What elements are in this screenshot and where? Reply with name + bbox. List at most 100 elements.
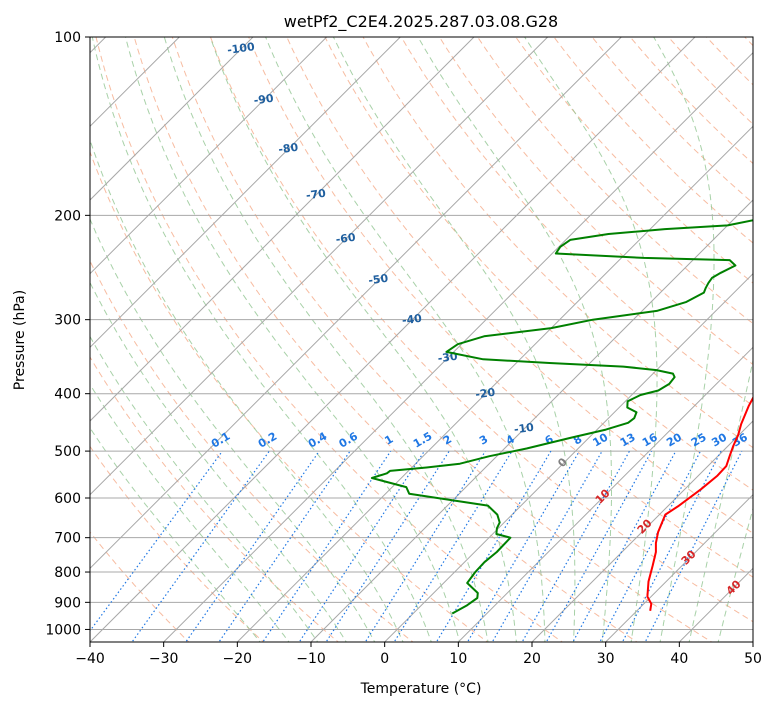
x-axis-label: Temperature (°C) — [360, 681, 482, 697]
y-tick-label: 600 — [54, 491, 81, 507]
dry-adiabat-line — [591, 37, 753, 204]
y-tick-label: 800 — [54, 565, 81, 581]
x-tick-label: 40 — [670, 651, 688, 667]
isotherm-label: -10 — [513, 421, 535, 437]
x-tick-label: −20 — [223, 651, 253, 667]
x-tick-label: 30 — [597, 651, 615, 667]
mixing-ratio-lines — [90, 450, 743, 642]
mixing-ratio-line — [185, 450, 320, 642]
isotherm-line — [163, 51, 753, 642]
moist-adiabats — [90, 37, 753, 642]
mixing-ratio-line — [218, 450, 351, 642]
chart-title: wetPf2_C2E4.2025.287.03.08.G28 — [284, 12, 558, 32]
moist-adiabat-label: 30 — [679, 547, 699, 567]
moist-adiabat-line — [688, 358, 753, 642]
mixing-ratio-line — [644, 450, 743, 642]
mixing-ratio-line — [599, 450, 702, 642]
y-axis: 100 200 300 400 500 600 700 800 900 1000 — [45, 30, 90, 638]
plot-frame — [89, 36, 754, 643]
dry-adiabat-line — [324, 37, 753, 491]
y-tick-label: 100 — [54, 30, 81, 46]
moist-adiabat-line — [163, 37, 489, 642]
mixing-ratio-line — [545, 450, 653, 642]
moist-adiabat-line — [90, 281, 347, 642]
isotherm-line — [90, 37, 549, 496]
plot-area: -100-90-80-70-60-50-40-30-20-100.1 0.2 0.4… — [90, 37, 753, 642]
x-tick-label: −40 — [75, 651, 105, 667]
moist-adiabat-label: 0 — [555, 455, 570, 470]
mixing-ratio-line — [262, 450, 392, 642]
isotherm-label: -90 — [253, 92, 275, 108]
isotherm-line — [90, 37, 622, 570]
moist-adiabat-line — [90, 427, 261, 642]
moist-adiabat-line — [717, 506, 753, 642]
mixing-ratio-label: 0.6 — [337, 429, 361, 450]
x-tick-label: 50 — [744, 651, 762, 667]
isotherm-label: -80 — [278, 141, 300, 157]
dry-adiabat-line — [90, 356, 340, 642]
moist-adiabat-line — [209, 37, 517, 642]
mixing-ratio-line — [90, 450, 223, 632]
dry-adiabat-line — [705, 37, 753, 86]
dry-adiabat-line — [133, 37, 638, 642]
isotherm-line — [90, 37, 254, 201]
y-tick-label: 900 — [54, 595, 81, 611]
mixing-ratio-line — [491, 450, 603, 642]
moist-adiabat-label: 20 — [635, 516, 655, 536]
moist-adiabat-line — [265, 37, 546, 642]
y-tick-label: 200 — [54, 208, 81, 224]
x-tick-label: 20 — [523, 651, 541, 667]
dry-adiabat-line — [90, 150, 489, 642]
y-tick-label: 300 — [54, 313, 81, 329]
dry-adiabat-line — [90, 531, 190, 642]
moist-adiabat-line — [653, 37, 715, 642]
y-tick-label: 700 — [54, 531, 81, 547]
mixing-ratio-line — [572, 450, 677, 642]
chart-title-group: wetPf2_C2E4.2025.287.03.08.G28 — [284, 12, 558, 32]
isotherm-line — [531, 420, 753, 642]
isotherm-label: -50 — [368, 272, 390, 288]
mixing-ratio-label: 30 — [709, 430, 729, 449]
isotherm-line — [236, 125, 753, 642]
mixing-ratio-label: 6 — [543, 432, 556, 447]
isotherm-label: -70 — [305, 187, 327, 203]
dry-adiabat-line — [362, 37, 753, 449]
dry-adiabat-line — [744, 37, 753, 47]
y-tick-label: 400 — [54, 387, 81, 403]
x-tick-label: 0 — [380, 651, 389, 667]
isotherm-line — [752, 641, 753, 642]
moist-adiabat-line — [417, 37, 612, 642]
mixing-ratio-line — [325, 450, 450, 642]
temperature-line — [646, 395, 753, 611]
isotherm-line — [90, 37, 401, 349]
moist-adiabat-label: 10 — [593, 486, 613, 506]
sounding-series — [370, 219, 753, 615]
mixing-ratio-label: 13 — [618, 431, 638, 450]
mixing-ratio-line — [393, 450, 513, 642]
isotherm-line — [605, 493, 753, 642]
isotherm-gridlines — [90, 37, 753, 642]
isotherm-label: -100 — [226, 40, 255, 57]
isotherm-label: -60 — [335, 231, 357, 247]
x-tick-label: −30 — [149, 651, 179, 667]
dry-adiabat-line — [90, 259, 414, 642]
mixing-ratio-line — [621, 450, 722, 642]
moist-adiabat-line — [90, 383, 290, 642]
moist-adiabat-line — [90, 335, 319, 642]
mixing-ratio-label: 0.1 — [209, 430, 232, 451]
isotherm-line — [90, 37, 328, 275]
isotherm-line — [457, 346, 753, 642]
mixing-ratio-label: 16 — [640, 430, 660, 449]
isotherm-label: -40 — [401, 312, 423, 328]
isotherm-line — [678, 567, 753, 642]
mixing-ratio-line — [466, 450, 580, 642]
mixing-ratio-line — [298, 450, 425, 642]
isotherm-label: -20 — [475, 386, 497, 402]
dry-adiabat-line — [286, 37, 753, 534]
dry-adiabat-line — [515, 37, 753, 284]
moist-adiabat-line — [90, 217, 376, 642]
moist-adiabat-line — [332, 37, 576, 642]
mixing-ratio-label: 2 — [441, 433, 454, 448]
y-tick-label: 1000 — [45, 622, 81, 638]
